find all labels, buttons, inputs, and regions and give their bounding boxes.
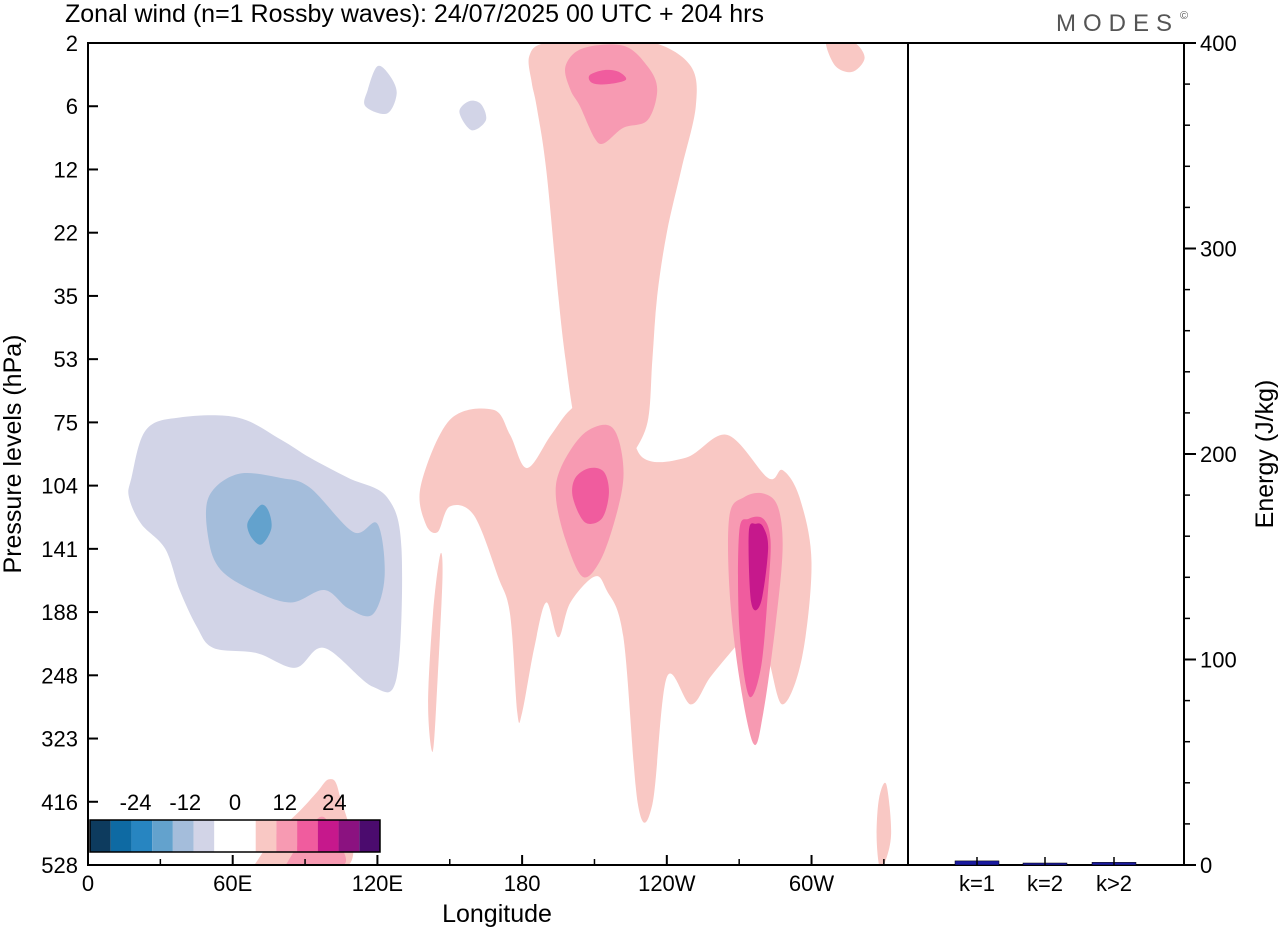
contour-region-neg-bottom-a — [608, 746, 700, 865]
x-axis-label: Longitude — [442, 900, 552, 928]
contour-region-pos-right-20 — [748, 523, 769, 611]
colorbar-box — [172, 820, 194, 852]
contour-region-pos-sliver-a — [428, 552, 443, 752]
colorbar-box — [317, 820, 339, 852]
energy-plot-frame — [907, 42, 1185, 866]
chart-title: Zonal wind (n=1 Rossby waves): 24/07/202… — [65, 0, 764, 28]
energy-y-tick-label: 300 — [1200, 237, 1237, 262]
energy-axis-label: Energy (J/kg) — [1251, 380, 1279, 529]
energy-category-label: k>2 — [1096, 871, 1132, 896]
contour-region-pos-top-right — [825, 43, 865, 73]
colorbar-frame — [89, 819, 381, 853]
contour-region-pos-central-blob — [419, 396, 812, 823]
x-tick-label: 60E — [213, 871, 252, 896]
energy-bar-chart: k=1 k=2 k>2 0 100 200 300 400 — [907, 31, 1237, 896]
contour-region-neg-upper-spot-a — [364, 65, 397, 115]
y-tick-label: 35 — [54, 284, 78, 309]
x-tick-label: 0 — [82, 871, 94, 896]
contour-region-pos-upper-15 — [588, 69, 627, 85]
y-tick-label: 416 — [41, 790, 78, 815]
y-tick-label: 22 — [54, 221, 78, 246]
contour-axes: 0 60E 120E 180 120W 60W 2 6 12 22 35 53 75 104 141 188 2… — [41, 31, 885, 896]
y-tick-label: 248 — [41, 663, 78, 688]
colorbar-box — [193, 820, 215, 852]
colorbar-box — [359, 820, 380, 852]
contour-region-neg-lower-15 — [205, 473, 385, 617]
colorbar-box — [276, 820, 298, 852]
contour-region-neg-bottom-b — [705, 786, 760, 865]
colorbar-box — [131, 820, 153, 852]
colorbar-box — [152, 820, 173, 852]
contour-region-pos-upper-column — [528, 43, 697, 469]
colorbar-box — [338, 820, 360, 852]
y-tick-label: 323 — [41, 727, 78, 752]
x-tick-label: 60W — [789, 871, 834, 896]
y-tick-label: 6 — [66, 94, 78, 119]
y-tick-label: 141 — [41, 537, 78, 562]
energy-y-tick-label: 100 — [1200, 648, 1237, 673]
contour-region-neg-upper-outer — [128, 43, 528, 200]
contour-region-neg-lower-20 — [247, 504, 272, 545]
contour-region-pos-central-15 — [572, 467, 609, 524]
x-tick-label: 180 — [504, 871, 541, 896]
colorbar-tick-label: 24 — [322, 790, 346, 815]
y-tick-label: 53 — [54, 347, 78, 372]
colorbar-box — [255, 820, 277, 852]
energy-axes: k=1 k=2 k>2 0 100 200 300 400 — [959, 31, 1237, 896]
energy-y-tick-label: 0 — [1200, 853, 1212, 878]
energy-category-label: k=1 — [959, 871, 995, 896]
y-axis-label: Pressure levels (hPa) — [0, 335, 27, 574]
x-tick-label: 120W — [638, 871, 696, 896]
colorbar-box — [235, 820, 256, 852]
y-tick-label: 188 — [41, 600, 78, 625]
brand-mark: © — [1180, 10, 1188, 22]
colorbar-tick-label: 12 — [272, 790, 296, 815]
y-tick-label: 2 — [66, 31, 78, 56]
colorbar-tick-label: 0 — [229, 790, 241, 815]
x-tick-label: 120E — [352, 871, 403, 896]
colorbar-tick-label: -24 — [120, 790, 152, 815]
y-tick-label: 75 — [54, 410, 78, 435]
contour-region-pos-upper-10 — [564, 44, 658, 144]
colorbar-tick-label: -12 — [169, 790, 201, 815]
colorbar: -24 -12 0 12 24 — [89, 790, 381, 853]
contour-region-pos-sliver-b — [876, 782, 892, 865]
y-tick-label: 104 — [41, 474, 78, 499]
y-tick-label: 528 — [41, 853, 78, 878]
colorbar-box — [90, 820, 111, 852]
energy-y-tick-label: 200 — [1200, 442, 1237, 467]
colorbar-box — [110, 820, 132, 852]
y-tick-label: 12 — [54, 157, 78, 182]
contour-region-neg-upper-spot-b — [459, 100, 487, 131]
colorbar-box — [297, 820, 318, 852]
contour-plot: 0 60E 120E 180 120W 60W 2 6 12 22 35 53 75 104 141 188 2… — [41, 31, 909, 896]
energy-category-label: k=2 — [1027, 871, 1063, 896]
colorbar-box — [214, 820, 235, 852]
contour-regions — [96, 43, 892, 865]
energy-y-tick-label: 400 — [1200, 31, 1237, 56]
brand-logo: MODES — [1056, 10, 1179, 37]
